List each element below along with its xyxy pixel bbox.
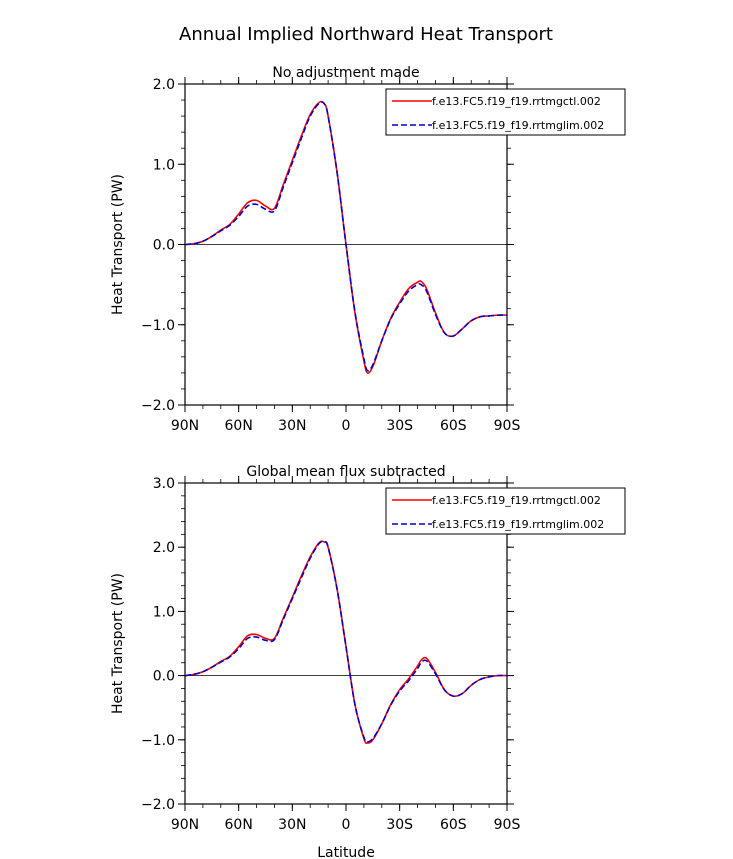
x-tick-label: 90N bbox=[171, 817, 199, 833]
legend-box bbox=[385, 88, 626, 136]
legend-label-2: f.e13.FC5.f19_f19.rrtmglim.002 bbox=[432, 119, 604, 132]
x-tick-label: 30N bbox=[278, 817, 306, 833]
legend: f.e13.FC5.f19_f19.rrtmgctl.002 f.e13.FC5.… bbox=[385, 88, 626, 136]
legend: f.e13.FC5.f19_f19.rrtmgctl.002 f.e13.FC5.… bbox=[385, 487, 626, 535]
figure-title: Annual Implied Northward Heat Transport bbox=[179, 24, 553, 45]
x-tick-label: 30N bbox=[278, 418, 306, 434]
y-tick-label: 2.0 bbox=[153, 540, 175, 556]
y-tick-label: −1.0 bbox=[141, 318, 175, 334]
legend-box bbox=[385, 487, 626, 535]
legend-label-1: f.e13.FC5.f19_f19.rrtmgctl.002 bbox=[432, 95, 601, 108]
x-tick-label: 60S bbox=[440, 817, 467, 833]
y-tick-label: 2.0 bbox=[153, 77, 175, 93]
x-tick-label: 0 bbox=[342, 418, 351, 434]
y-tick-label: −1.0 bbox=[141, 733, 175, 749]
chart-panels: No adjustment made Heat Transport (PW) −2.… bbox=[110, 65, 626, 833]
y-tick-label: 1.0 bbox=[153, 604, 175, 620]
x-tick-label: 30S bbox=[386, 817, 413, 833]
x-tick-label: 0 bbox=[342, 817, 351, 833]
x-tick-label: 30S bbox=[386, 418, 413, 434]
chart-panel-1: No adjustment made Heat Transport (PW) −2.… bbox=[110, 65, 626, 434]
x-tick-label: 60N bbox=[225, 817, 253, 833]
series-line-1 bbox=[184, 100, 508, 374]
x-tick-label: 90N bbox=[171, 418, 199, 434]
y-tick-label: 0.0 bbox=[153, 669, 175, 685]
y-tick-label: −2.0 bbox=[141, 797, 175, 813]
series-line-2 bbox=[184, 101, 508, 372]
panel-subtitle: No adjustment made bbox=[272, 65, 419, 81]
chart-panel-2: Global mean flux subtracted Heat Transpor… bbox=[110, 464, 626, 833]
x-tick-label: 60S bbox=[440, 418, 467, 434]
y-tick-label: 3.0 bbox=[153, 476, 175, 492]
series-line-2 bbox=[184, 540, 508, 743]
panel-subtitle: Global mean flux subtracted bbox=[246, 464, 445, 480]
y-axis-label: Heat Transport (PW) bbox=[110, 573, 126, 714]
y-tick-label: 0.0 bbox=[153, 238, 175, 254]
legend-label-2: f.e13.FC5.f19_f19.rrtmglim.002 bbox=[432, 518, 604, 531]
x-tick-label: 90S bbox=[494, 817, 521, 833]
y-tick-label: −2.0 bbox=[141, 398, 175, 414]
y-tick-label: 1.0 bbox=[153, 157, 175, 173]
legend-label-1: f.e13.FC5.f19_f19.rrtmgctl.002 bbox=[432, 494, 601, 507]
x-axis-label: Latitude bbox=[317, 845, 375, 859]
x-tick-label: 90S bbox=[494, 418, 521, 434]
x-tick-label: 60N bbox=[225, 418, 253, 434]
y-axis-label: Heat Transport (PW) bbox=[110, 174, 126, 315]
